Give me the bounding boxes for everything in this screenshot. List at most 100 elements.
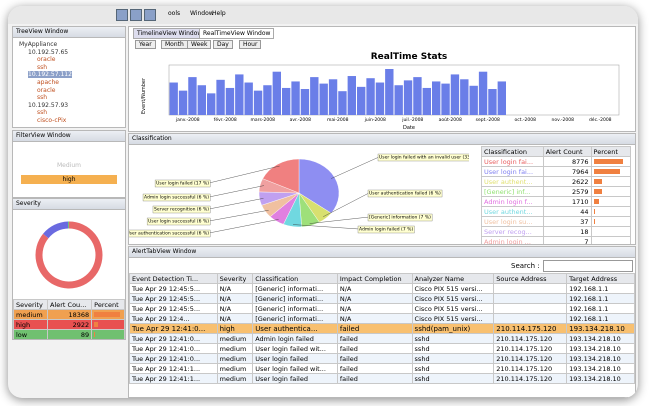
classification-name: Admin login ... (481, 236, 544, 244)
bar (169, 82, 178, 115)
alert-cell: 193.134.218.10 (566, 343, 635, 354)
search-box[interactable] (543, 260, 633, 272)
alert-row[interactable]: Tue Apr 29 12:45:5... N/A [Generic] inform… (129, 303, 635, 314)
alert-row[interactable]: Tue Apr 29 12:41:0... medium User login fa… (129, 343, 635, 354)
bar (488, 89, 497, 115)
alert-row[interactable]: Tue Apr 29 12:41:0... medium User login fa… (129, 353, 635, 364)
alert-count: 7964 (542, 166, 592, 177)
bar (310, 77, 319, 115)
range-button[interactable]: Hour (239, 40, 262, 49)
toolbar-icon (130, 9, 142, 21)
bar (225, 87, 235, 115)
donut-segment (35, 221, 103, 289)
menu-item: ools (168, 10, 181, 17)
tree-item: MyAppliance (19, 41, 58, 48)
header-row: Severity Alert Cou... Percent (13, 299, 125, 310)
leader-line (208, 198, 264, 210)
label-box (152, 205, 211, 214)
alert-row[interactable]: Tue Apr 29 12:4... N/A [Generic] informati… (129, 313, 635, 324)
classification-name: Admin login f... (481, 196, 544, 207)
alert-cell: Tue Apr 29 12:41:0... (129, 343, 218, 354)
range-button[interactable]: Week (187, 40, 212, 49)
alert-cell: medium (216, 373, 254, 384)
x-tick-label: juil.-2008 (401, 117, 423, 123)
donut-segment (43, 221, 69, 239)
classification-name: User login fai... (481, 156, 544, 167)
alert-row[interactable]: Tue Apr 29 12:41:1... medium User login fa… (129, 373, 635, 384)
alert-cell: N/A (336, 303, 413, 314)
alert-row[interactable]: Tue Apr 29 12:41:0... high User authentica… (129, 323, 635, 334)
alert-cell: medium (216, 333, 254, 344)
alert-cell: 193.134.218.10 (566, 373, 635, 384)
alert-cell: 210.114.175.120 (493, 323, 568, 334)
column-header: Classification (252, 273, 338, 284)
alert-cell: Tue Apr 29 12:41:0... (129, 333, 218, 344)
severity-row: high 2922 (13, 319, 125, 330)
classification-name: User login su... (481, 216, 544, 227)
panel-header: Classification (129, 134, 635, 145)
y-axis-label: Event/Number (141, 77, 147, 114)
alert-cell (493, 313, 568, 324)
label-box (142, 193, 211, 202)
alert-cell: Tue Apr 29 12:4... (129, 313, 218, 324)
alert-cell: medium (216, 363, 254, 374)
bar (282, 87, 291, 115)
slice-label: [Generic] information (7 %) (369, 215, 431, 221)
tree-item: oracle (37, 56, 56, 64)
alert-cell: 192.168.1.1 (566, 313, 635, 324)
bar (450, 74, 460, 115)
alert-row[interactable]: Tue Apr 29 12:41:0... medium Admin login f… (129, 333, 635, 344)
filter-level: Medium (57, 162, 81, 169)
percent-cell (590, 216, 632, 227)
alert-cell: sshd(pam_unix) (411, 323, 495, 334)
bar (272, 71, 281, 115)
panel-header: Severity (13, 199, 125, 210)
bar (413, 77, 422, 115)
x-tick-label: mars-2008 (251, 117, 276, 123)
alert-cell: N/A (216, 283, 254, 294)
alert-row[interactable]: Tue Apr 29 12:45:5... N/A [Generic] inform… (129, 293, 635, 304)
bar (291, 81, 300, 115)
alert-count: 89 (46, 329, 93, 339)
severity-name: high (13, 319, 48, 330)
bar (366, 78, 375, 115)
classification-name: [Generic] inf... (481, 186, 544, 197)
alert-cell: [Generic] informati... (252, 283, 338, 294)
label-box (367, 189, 443, 198)
percent-cell (590, 206, 632, 217)
alert-cell: sshd (411, 363, 495, 374)
slice-label: Server recognition (6 %) (154, 207, 209, 213)
bar (441, 83, 450, 115)
timeline-panel: TimelineView Window RealTimeView Window Ye… (128, 26, 636, 132)
slice-label: Admin login failed (7 %) (359, 227, 413, 233)
alert-count: 2579 (542, 186, 592, 197)
tab[interactable]: RealTimeView Window (199, 28, 275, 39)
range-button[interactable]: Month (161, 40, 188, 49)
tree-item: ssh (37, 63, 48, 71)
x-tick-label: sept.-2008 (476, 117, 500, 123)
alert-count: 7 (542, 236, 592, 244)
percent-cell (590, 196, 632, 207)
alert-cell: high (216, 323, 254, 334)
alert-row[interactable]: Tue Apr 29 12:45:5... N/A [Generic] inform… (129, 283, 635, 294)
alert-cell: failed (336, 323, 413, 334)
alert-row[interactable]: Tue Apr 29 12:41:1... medium User login fa… (129, 363, 635, 374)
x-tick-label: oct.-2008 (515, 117, 537, 123)
leader-line (208, 185, 265, 198)
header-row: Classification Alert Count Percent (481, 146, 632, 157)
alert-cell: N/A (216, 293, 254, 304)
tree-item: ssh (37, 109, 48, 117)
classification-name: Server recog... (481, 226, 544, 237)
bar (347, 76, 356, 115)
tab[interactable]: TimelineView Window (133, 28, 207, 39)
alert-count: 18368 (46, 309, 93, 320)
range-button[interactable]: Year (135, 40, 156, 49)
x-tick-label: juin-2008 (364, 117, 386, 123)
range-button[interactable]: Day (213, 40, 233, 49)
bar (469, 85, 478, 115)
classification-row: User login fai... 7964 (481, 166, 632, 177)
classification-row: Admin login ... 7 (481, 236, 632, 244)
alert-cell: 210.114.175.120 (493, 343, 568, 354)
classification-row: User login fai... 8776 (481, 156, 632, 167)
